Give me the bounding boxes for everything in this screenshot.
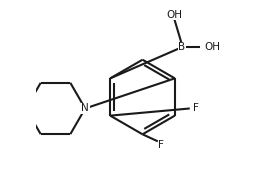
Text: N: N [81, 103, 89, 113]
Text: B: B [178, 42, 185, 52]
Text: F: F [158, 140, 164, 150]
Text: OH: OH [166, 10, 182, 20]
Text: F: F [193, 103, 199, 113]
Text: OH: OH [205, 42, 221, 52]
